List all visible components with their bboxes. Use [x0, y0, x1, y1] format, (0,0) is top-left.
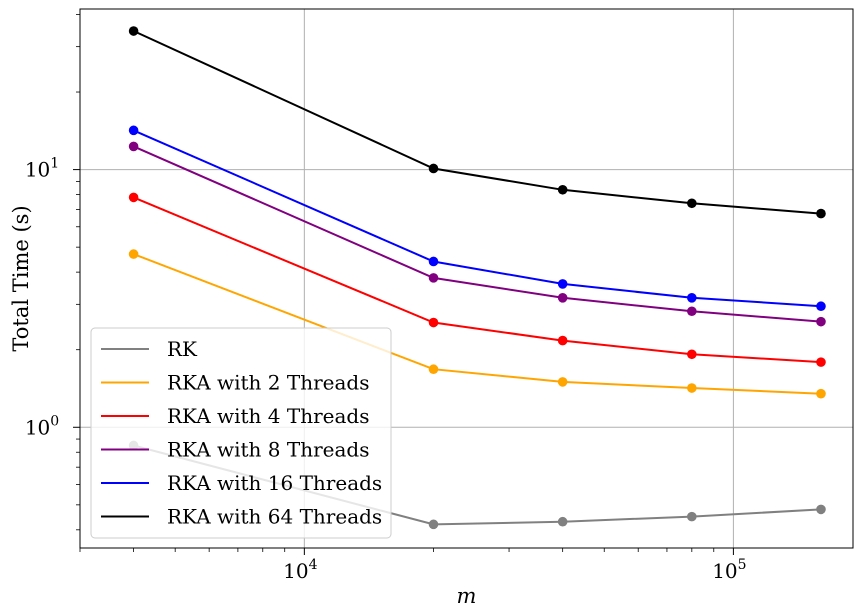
data-point [557, 184, 568, 195]
data-point [428, 163, 439, 174]
legend-entry: RKA with 2 Threads [101, 371, 369, 395]
legend-label: RKA with 2 Threads [167, 371, 369, 395]
legend-box [90, 327, 392, 539]
legend-entry: RKA with 16 Threads [101, 471, 382, 495]
legend-label: RKA with 8 Threads [167, 438, 369, 462]
legend-entry: RKA with 8 Threads [101, 438, 369, 462]
data-point [816, 388, 826, 399]
data-point [128, 26, 139, 36]
data-point [687, 293, 697, 303]
data-point [557, 335, 568, 346]
data-point [428, 364, 439, 375]
legend-entry: RKA with 4 Threads [101, 404, 369, 428]
data-point [687, 511, 697, 522]
data-point [128, 125, 139, 136]
data-point [687, 306, 697, 317]
data-point [128, 141, 139, 152]
series-line [133, 30, 822, 215]
data-point [557, 377, 568, 387]
y-tick-label: 101 [25, 156, 59, 182]
data-point [428, 256, 439, 267]
plot-frame [79, 8, 854, 549]
x-axis-label: m [457, 584, 477, 608]
data-point [687, 383, 697, 393]
x-tick-label: 105 [712, 557, 746, 583]
data-point [816, 301, 826, 312]
series-line [133, 145, 822, 323]
data-point [816, 316, 826, 327]
ticks: 104 105 100 101 [25, 14, 747, 583]
y-axis-label: Total Time (s) [9, 205, 33, 351]
data-point [557, 516, 568, 527]
series-line [133, 129, 822, 308]
data-point [816, 208, 826, 219]
x-tick-label: 104 [283, 557, 317, 583]
legend: RK RKA with 2 Threads RKA with 4 Threads RK… [90, 327, 392, 539]
data-point [687, 349, 697, 360]
series-5 [128, 125, 826, 312]
data-point [687, 198, 697, 209]
series-6 [128, 26, 826, 219]
data-point [128, 249, 139, 259]
series-4 [128, 141, 826, 327]
data-point [816, 504, 826, 515]
legend-entry: RKA with 64 Threads [101, 505, 382, 529]
data-point [557, 279, 568, 289]
data-point [557, 293, 568, 303]
data-point [428, 519, 439, 530]
legend-entry: RK [101, 337, 198, 361]
legend-label: RKA with 16 Threads [167, 471, 382, 495]
data-point [428, 273, 439, 283]
legend-label: RKA with 4 Threads [167, 404, 369, 428]
series-3 [128, 192, 826, 367]
legend-label: RKA with 64 Threads [167, 505, 382, 529]
legend-label: RK [167, 337, 198, 361]
data-point [428, 317, 439, 328]
y-tick-label: 100 [25, 413, 59, 439]
data-point [128, 192, 139, 203]
data-point [816, 357, 826, 367]
